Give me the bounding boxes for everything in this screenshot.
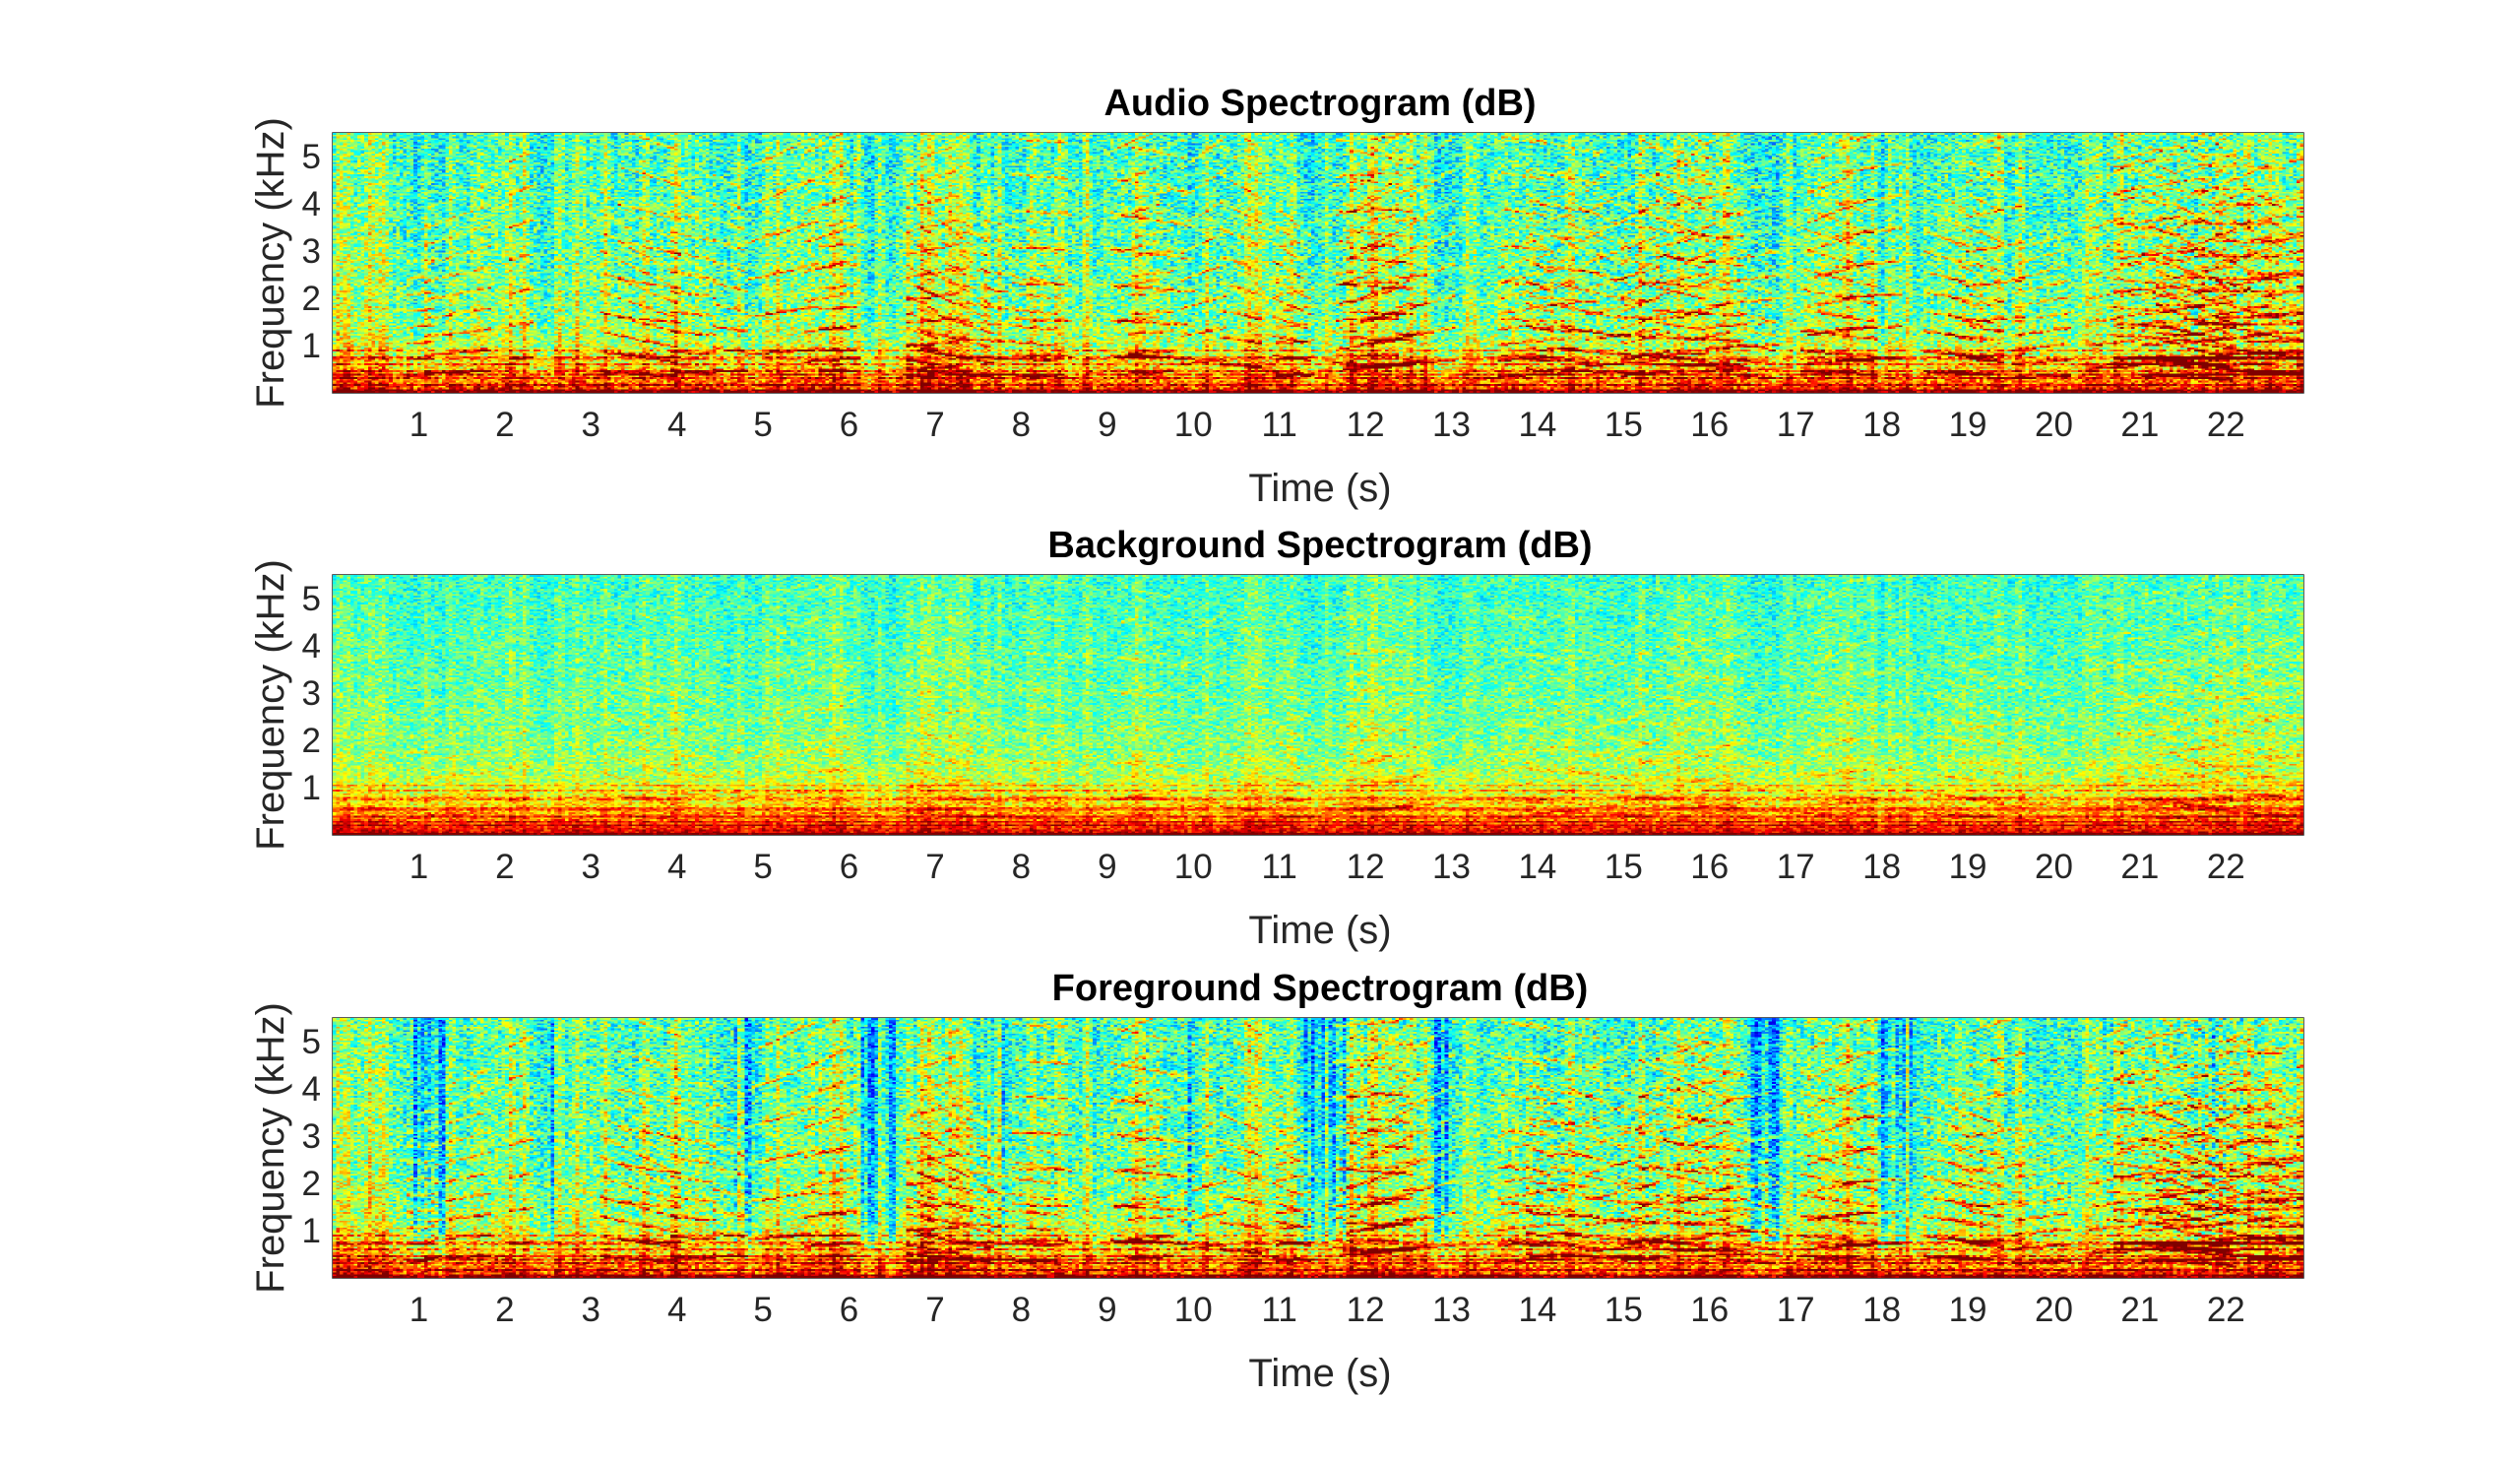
y-axis-label: Frequency (kHz) bbox=[249, 559, 292, 851]
spectrogram-panel-3: 1 2 3 4 5 6 7 8 9 10 11 12 13 14 15 16 17 18 19 20 21 2212345… bbox=[249, 968, 2304, 1395]
x-axis-label: Time (s) bbox=[1248, 909, 1391, 952]
y-axis-label: Frequency (kHz) bbox=[249, 1002, 292, 1294]
x-tick-label: 22 bbox=[2207, 848, 2245, 886]
y-tick-label: 1 bbox=[302, 769, 321, 807]
x-tick-label: 5 bbox=[753, 848, 772, 886]
x-tick-label: 11 bbox=[1261, 1291, 1296, 1329]
y-tick-label: 5 bbox=[302, 1023, 321, 1061]
y-tick-label: 3 bbox=[302, 1117, 321, 1156]
x-tick-label: 4 bbox=[667, 1291, 686, 1329]
x-tick-label: 8 bbox=[1012, 1291, 1031, 1329]
x-tick-label: 15 bbox=[1605, 848, 1643, 886]
x-tick-label: 8 bbox=[1012, 848, 1031, 886]
y-tick-label: 2 bbox=[302, 722, 321, 760]
x-tick-label: 18 bbox=[1862, 406, 1901, 444]
spectrogram-image bbox=[333, 133, 2303, 393]
x-tick-label: 5 bbox=[753, 1291, 772, 1329]
x-tick-label: 19 bbox=[1949, 1291, 1987, 1329]
spectrogram-panel-1: 1 2 3 4 5 6 7 8 9 10 11 12 13 14 15 16 17 18 19 20 21 2212345… bbox=[249, 83, 2304, 510]
x-tick-label: 21 bbox=[2120, 1291, 2159, 1329]
x-tick-label: 19 bbox=[1949, 406, 1987, 444]
x-tick-label: 9 bbox=[1098, 848, 1116, 886]
x-tick-label: 22 bbox=[2207, 1291, 2245, 1329]
x-tick-label: 4 bbox=[667, 848, 686, 886]
x-tick-label: 2 bbox=[495, 406, 514, 444]
chart-title: Foreground Spectrogram (dB) bbox=[1052, 968, 1589, 1009]
x-tick-label: 16 bbox=[1690, 1291, 1729, 1329]
x-tick-label: 6 bbox=[840, 406, 858, 444]
x-tick-label: 17 bbox=[1777, 1291, 1815, 1329]
x-tick-label: 10 bbox=[1174, 1291, 1213, 1329]
spectrogram-image bbox=[333, 575, 2303, 835]
x-tick-label: 2 bbox=[495, 1291, 514, 1329]
x-tick-label: 18 bbox=[1862, 848, 1901, 886]
x-tick-label: 18 bbox=[1862, 1291, 1901, 1329]
chart-title: Audio Spectrogram (dB) bbox=[1103, 83, 1536, 124]
x-tick-label: 3 bbox=[582, 848, 600, 886]
x-axis-label: Time (s) bbox=[1248, 467, 1391, 510]
x-tick-label: 14 bbox=[1518, 406, 1556, 444]
x-tick-label: 12 bbox=[1347, 406, 1385, 444]
x-tick-label: 21 bbox=[2120, 406, 2159, 444]
y-tick-label: 4 bbox=[302, 1070, 321, 1109]
x-tick-label: 12 bbox=[1347, 848, 1385, 886]
x-tick-label: 2 bbox=[495, 848, 514, 886]
x-tick-label: 22 bbox=[2207, 406, 2245, 444]
x-tick-label: 1 bbox=[410, 1291, 428, 1329]
chart-title: Background Spectrogram (dB) bbox=[1047, 525, 1592, 566]
y-tick-label: 5 bbox=[302, 138, 321, 176]
x-tick-label: 8 bbox=[1012, 406, 1031, 444]
x-tick-label: 5 bbox=[753, 406, 772, 444]
y-tick-label: 2 bbox=[302, 280, 321, 318]
x-tick-label: 3 bbox=[582, 406, 600, 444]
x-tick-label: 20 bbox=[2035, 1291, 2073, 1329]
x-tick-label: 10 bbox=[1174, 406, 1213, 444]
y-tick-label: 1 bbox=[302, 1212, 321, 1250]
spectrogram-panel-2: 1 2 3 4 5 6 7 8 9 10 11 12 13 14 15 16 17 18 19 20 21 2212345… bbox=[249, 525, 2304, 952]
x-tick-label: 14 bbox=[1518, 1291, 1556, 1329]
x-tick-label: 13 bbox=[1432, 1291, 1471, 1329]
x-tick-label: 1 bbox=[410, 406, 428, 444]
x-tick-label: 15 bbox=[1605, 406, 1643, 444]
x-tick-label: 9 bbox=[1098, 406, 1116, 444]
x-tick-label: 4 bbox=[667, 406, 686, 444]
x-tick-label: 19 bbox=[1949, 848, 1987, 886]
x-tick-label: 17 bbox=[1777, 406, 1815, 444]
x-tick-label: 13 bbox=[1432, 406, 1471, 444]
x-tick-label: 9 bbox=[1098, 1291, 1116, 1329]
x-tick-label: 16 bbox=[1690, 406, 1729, 444]
x-tick-label: 3 bbox=[582, 1291, 600, 1329]
y-axis-label: Frequency (kHz) bbox=[249, 117, 292, 409]
x-tick-label: 7 bbox=[925, 848, 944, 886]
x-tick-label: 1 bbox=[410, 848, 428, 886]
x-tick-label: 11 bbox=[1261, 848, 1296, 886]
x-tick-label: 6 bbox=[840, 848, 858, 886]
x-tick-label: 6 bbox=[840, 1291, 858, 1329]
spectrogram-image bbox=[333, 1018, 2303, 1278]
x-axis-label: Time (s) bbox=[1248, 1352, 1391, 1395]
x-tick-label: 7 bbox=[925, 1291, 944, 1329]
x-tick-label: 11 bbox=[1261, 406, 1296, 444]
x-tick-label: 16 bbox=[1690, 848, 1729, 886]
x-tick-label: 14 bbox=[1518, 848, 1556, 886]
y-tick-label: 3 bbox=[302, 674, 321, 713]
x-tick-label: 12 bbox=[1347, 1291, 1385, 1329]
x-tick-label: 13 bbox=[1432, 848, 1471, 886]
x-tick-label: 15 bbox=[1605, 1291, 1643, 1329]
x-tick-label: 17 bbox=[1777, 848, 1815, 886]
y-tick-label: 2 bbox=[302, 1165, 321, 1203]
x-tick-label: 10 bbox=[1174, 848, 1213, 886]
x-tick-label: 20 bbox=[2035, 406, 2073, 444]
y-tick-label: 5 bbox=[302, 580, 321, 618]
x-tick-label: 7 bbox=[925, 406, 944, 444]
x-tick-label: 21 bbox=[2120, 848, 2159, 886]
y-tick-label: 1 bbox=[302, 327, 321, 365]
y-tick-label: 3 bbox=[302, 232, 321, 271]
x-tick-label: 20 bbox=[2035, 848, 2073, 886]
y-tick-label: 4 bbox=[302, 627, 321, 666]
y-tick-label: 4 bbox=[302, 185, 321, 223]
